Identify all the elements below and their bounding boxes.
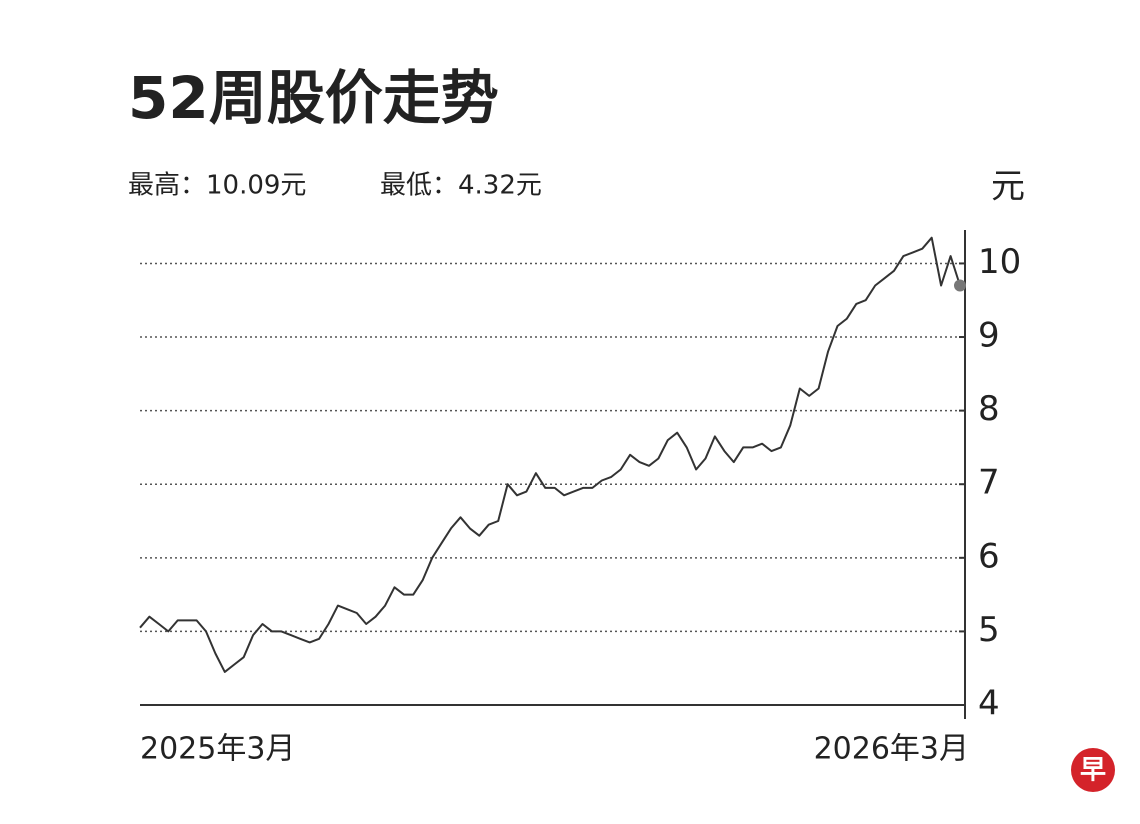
- logo-text: 早: [1080, 756, 1106, 786]
- x-tick-label: 2026年3月: [814, 732, 969, 767]
- y-tick-label: 5: [978, 610, 1000, 650]
- price-line: [139, 236, 961, 673]
- y-tick-label: 9: [978, 316, 1000, 356]
- x-tick-label: 2025年3月: [140, 732, 295, 767]
- y-tick-label: 6: [978, 536, 1000, 576]
- chart-title: 52周股价走势: [128, 64, 499, 132]
- y-unit: 元: [991, 167, 1025, 207]
- subtitle-high: 最高：10.09元: [128, 171, 306, 201]
- y-tick-label: 7: [978, 463, 1000, 503]
- y-tick-label: 10: [978, 242, 1021, 282]
- y-tick-label: 8: [978, 389, 1000, 429]
- y-tick-label: 4: [978, 684, 1000, 724]
- last-point: [954, 279, 966, 292]
- logo: [1071, 748, 1115, 792]
- subtitle-low: 最低：4.32元: [380, 171, 542, 201]
